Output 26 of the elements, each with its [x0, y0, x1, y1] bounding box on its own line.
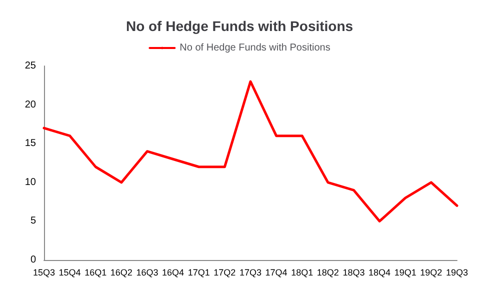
- y-tick-label: 15: [24, 138, 36, 150]
- x-tick-label: 18Q3: [342, 268, 365, 278]
- y-tick-label: 25: [24, 60, 36, 72]
- x-tick-label: 18Q4: [368, 268, 391, 278]
- x-tick-label: 16Q1: [84, 268, 107, 278]
- y-tick-label: 10: [24, 176, 36, 188]
- y-tick-label: 0: [30, 254, 36, 266]
- x-tick-label: 17Q1: [188, 268, 210, 278]
- y-tick-label: 5: [30, 216, 36, 227]
- x-tick-label: 15Q4: [58, 268, 81, 278]
- x-tick-label: 17Q4: [265, 268, 288, 278]
- x-tick-label: 17Q3: [239, 268, 262, 278]
- x-tick-label: 15Q3: [32, 268, 56, 278]
- x-tick-label: 18Q2: [316, 268, 339, 278]
- x-tick-label: 18Q1: [291, 268, 314, 278]
- line-series: [42, 80, 458, 222]
- x-tick-label: 16Q4: [162, 268, 184, 278]
- x-tick-label: 16Q2: [110, 268, 132, 278]
- x-tick-label: 19Q2: [420, 268, 442, 278]
- x-tick-label: 17Q2: [214, 268, 236, 278]
- y-tick-label: 20: [24, 99, 36, 110]
- x-tick-label: 19Q3: [446, 268, 468, 278]
- legend-label: No of Hedge Funds with Positions: [180, 42, 330, 54]
- x-tick-label: 16Q3: [136, 268, 158, 278]
- chart-title: No of Hedge Funds with Positions: [126, 18, 354, 34]
- x-tick-label: 19Q1: [394, 268, 416, 278]
